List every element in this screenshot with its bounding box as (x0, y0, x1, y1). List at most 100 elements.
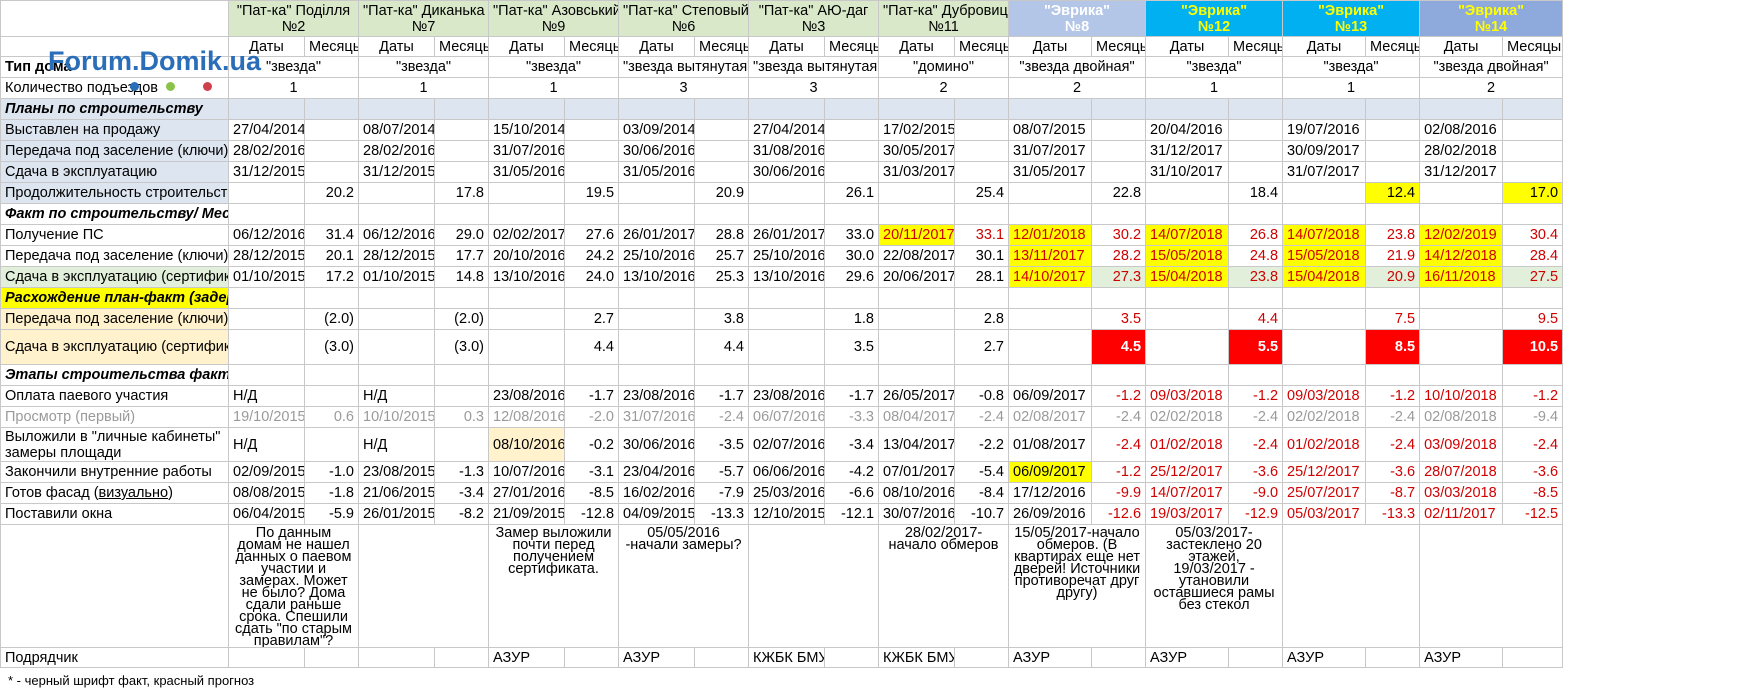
viewing-months[interactable]: -2.4 (954, 406, 1010, 428)
complex-header[interactable]: "Эврика" №12 (1145, 0, 1284, 37)
on_sale-date[interactable]: 19/07/2016 (1282, 119, 1367, 141)
cabinet-months[interactable] (434, 427, 489, 462)
dates-subheader[interactable]: Даты (1008, 36, 1093, 57)
duration-value[interactable]: 12.4 (1365, 182, 1421, 204)
delay-keys-value[interactable]: 4.4 (1228, 308, 1284, 330)
delay-keys-value[interactable]: 3.5 (1091, 308, 1147, 330)
cert_fact-months[interactable]: 14.8 (434, 266, 489, 288)
blank-cell[interactable] (228, 287, 305, 309)
on_sale-date[interactable]: 17/02/2015 (878, 119, 956, 141)
interior-months[interactable]: -4.2 (824, 461, 880, 483)
delay-keys-value[interactable]: 3.8 (694, 308, 750, 330)
facade-date[interactable]: 16/02/2016 (618, 482, 696, 504)
blank-cell[interactable] (1091, 203, 1147, 225)
cabinet-date[interactable]: Н/Д (228, 427, 305, 462)
delay-cert-value[interactable]: 3.5 (824, 329, 880, 365)
windows-date[interactable]: 02/11/2017 (1419, 503, 1504, 525)
windows-date[interactable]: 26/09/2016 (1008, 503, 1093, 525)
delay-keys-label[interactable]: Передача под заселение (ключи) (0, 308, 229, 330)
house_type-value[interactable]: "звезда двойная" (1008, 56, 1147, 78)
house_type-value[interactable]: "звезда" (1282, 56, 1421, 78)
keys_plan-date[interactable]: 31/07/2016 (488, 140, 565, 162)
keys_fact-date[interactable]: 28/12/2015 (358, 245, 435, 267)
interior-label[interactable]: Закончили внутренние работы (0, 461, 229, 483)
facade-date[interactable]: 08/10/2016 (878, 482, 956, 504)
commission_plan-date[interactable]: 31/03/2017 (878, 161, 956, 183)
cert_fact-months[interactable]: 28.1 (954, 266, 1010, 288)
blank-cell[interactable] (1008, 203, 1093, 225)
blank-cell[interactable] (748, 182, 826, 204)
blank-cell[interactable] (694, 287, 750, 309)
blank-cell[interactable] (304, 647, 359, 668)
cabinet-date[interactable]: 01/08/2017 (1008, 427, 1093, 462)
blank-cell[interactable] (228, 182, 305, 204)
blank-cell[interactable] (824, 119, 880, 141)
keys_plan-date[interactable]: 28/02/2018 (1419, 140, 1504, 162)
section-title[interactable]: Расхождение план-факт (задержка) (0, 287, 229, 309)
commission_plan-date[interactable]: 31/05/2016 (618, 161, 696, 183)
blank-cell[interactable] (304, 203, 359, 225)
delay-cert-value[interactable]: 5.5 (1228, 329, 1284, 365)
facade-date[interactable]: 08/08/2015 (228, 482, 305, 504)
ps-months[interactable]: 31.4 (304, 224, 359, 246)
blank-cell[interactable] (1091, 98, 1147, 120)
payment-date[interactable]: 10/10/2018 (1419, 385, 1504, 407)
months-subheader[interactable]: Месяцы (434, 36, 489, 57)
keys_plan-date[interactable]: 31/08/2016 (748, 140, 826, 162)
blank-cell[interactable] (954, 140, 1010, 162)
interior-date[interactable]: 02/09/2015 (228, 461, 305, 483)
facade-date[interactable]: 14/07/2017 (1145, 482, 1230, 504)
facade-months[interactable]: -8.4 (954, 482, 1010, 504)
delay-keys-value[interactable]: 7.5 (1365, 308, 1421, 330)
cabinet-months[interactable]: -3.5 (694, 427, 750, 462)
blank-cell[interactable] (1145, 182, 1230, 204)
blank-cell[interactable] (694, 203, 750, 225)
complex-header[interactable]: "Пат-ка" Азовський №9 (487, 0, 620, 37)
payment-label[interactable]: Оплата паевого участия (0, 385, 229, 407)
on_sale-date[interactable]: 27/04/2014 (228, 119, 305, 141)
house_type-value[interactable]: "звезда" (487, 56, 620, 78)
payment-date[interactable]: 23/08/2016 (618, 385, 696, 407)
blank-cell[interactable] (1502, 647, 1564, 668)
blank-cell[interactable] (694, 364, 750, 386)
blank-cell[interactable] (1502, 287, 1564, 309)
blank-cell[interactable] (1008, 308, 1093, 330)
blank-cell[interactable] (304, 98, 359, 120)
windows-date[interactable]: 19/03/2017 (1145, 503, 1230, 525)
blank-cell[interactable] (358, 98, 435, 120)
cert_fact-label[interactable]: Сдача в эксплуатацию (сертификат) (0, 266, 229, 288)
viewing-months[interactable]: -2.4 (1228, 406, 1284, 428)
blank-cell[interactable] (563, 364, 620, 386)
interior-months[interactable]: -3.6 (1228, 461, 1284, 483)
on_sale-date[interactable]: 08/07/2015 (1008, 119, 1093, 141)
viewing-date[interactable]: 02/08/2017 (1008, 406, 1093, 428)
interior-date[interactable]: 07/01/2017 (878, 461, 956, 483)
commission_plan-date[interactable]: 31/05/2016 (488, 161, 565, 183)
blank-cell[interactable] (1228, 203, 1284, 225)
duration-value[interactable]: 20.9 (694, 182, 750, 204)
payment-date[interactable]: 23/08/2016 (748, 385, 826, 407)
windows-label[interactable]: Поставили окна (0, 503, 229, 525)
payment-date[interactable]: Н/Д (228, 385, 305, 407)
blank-cell[interactable] (1365, 287, 1421, 309)
windows-months[interactable]: -5.9 (304, 503, 359, 525)
blank-cell[interactable] (1228, 647, 1284, 668)
cert_fact-months[interactable]: 27.5 (1502, 266, 1564, 288)
months-subheader[interactable]: Месяцы (954, 36, 1010, 57)
facade-months[interactable]: -8.7 (1365, 482, 1421, 504)
ps-date[interactable]: 14/07/2018 (1145, 224, 1230, 246)
payment-months[interactable]: -0.8 (954, 385, 1010, 407)
contractor-value[interactable]: КЖБК БМУ-1 (878, 647, 956, 668)
ps-label[interactable]: Получение ПС (0, 224, 229, 246)
windows-months[interactable]: -12.9 (1228, 503, 1284, 525)
windows-months[interactable]: -12.1 (824, 503, 880, 525)
keys_plan-date[interactable]: 30/06/2016 (618, 140, 696, 162)
dates-subheader[interactable]: Даты (1145, 36, 1230, 57)
keys_fact-date[interactable]: 25/10/2016 (748, 245, 826, 267)
blank-cell[interactable] (1365, 161, 1421, 183)
entrances-value[interactable]: 1 (358, 77, 489, 99)
commission_plan-date[interactable]: 31/07/2017 (1282, 161, 1367, 183)
ps-date[interactable]: 06/12/2016 (358, 224, 435, 246)
payment-months[interactable]: -1.2 (1228, 385, 1284, 407)
house_type-value[interactable]: "звезда" (1145, 56, 1284, 78)
